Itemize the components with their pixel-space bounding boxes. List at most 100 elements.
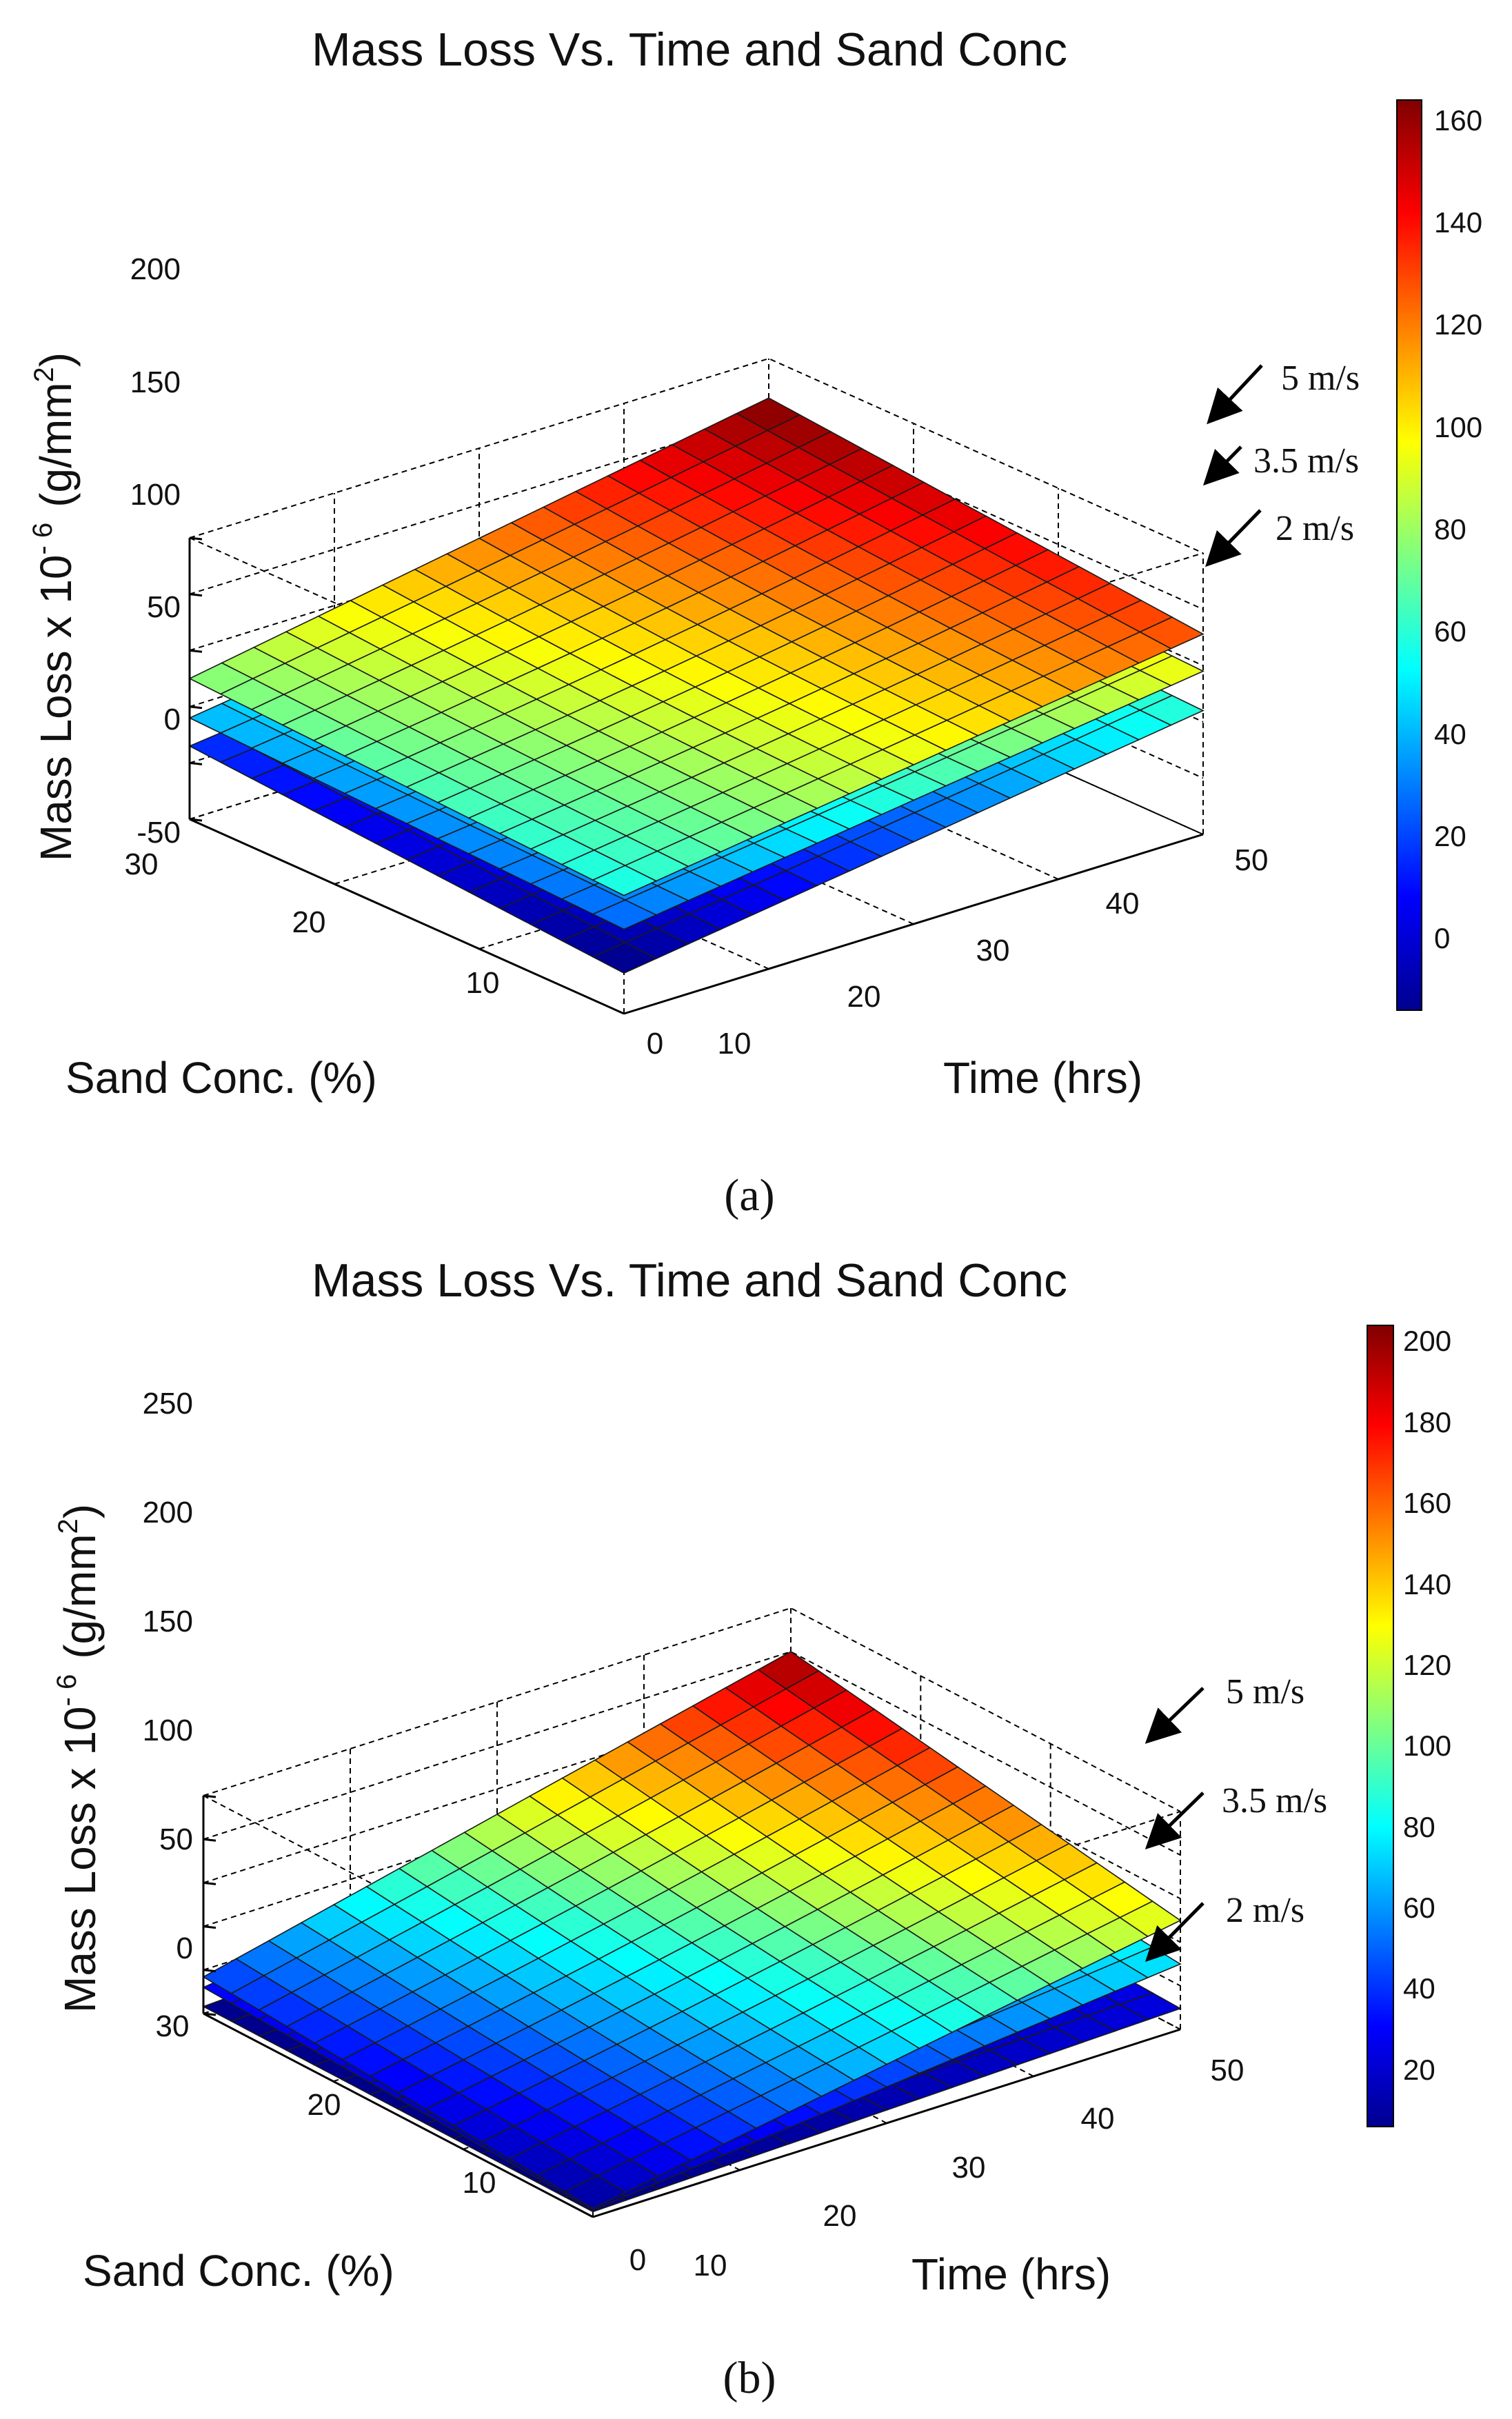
- chart-b-colorbar-tick: 40: [1403, 1972, 1435, 2005]
- chart-b-t-tick: 40: [1081, 2102, 1115, 2136]
- chart-a-t-tick: 40: [1106, 887, 1140, 921]
- chart-a-t-ticks: 10 20 30 40 50: [718, 843, 1269, 1061]
- z-axis-tick-mark: [203, 1925, 216, 1929]
- chart-a-colorbar-tick: 60: [1434, 615, 1466, 648]
- chart-b-z-axis-label: Mass Loss x 10- 6 (g/mm2): [52, 1504, 105, 2013]
- chart-b-t-tick: 50: [1211, 2054, 1244, 2087]
- surface-5ms: [202, 1651, 1182, 2209]
- chart-b-z-label-unit-sup: 2: [53, 1518, 83, 1534]
- chart-b-x-tick: 0: [629, 2243, 646, 2277]
- chart-b-arrow-35ms: [1145, 1791, 1204, 1849]
- chart-b-z-tick: 0: [177, 1931, 193, 1965]
- z-axis-tick-mark: [189, 536, 203, 541]
- panel-a: Mass Loss Vs. Time and Sand Conc -50 0 5…: [28, 23, 1482, 1221]
- chart-a-colorbar-ticks: 0 20 40 60 80 100 120 140 160: [1434, 104, 1482, 954]
- chart-b-colorbar-tick: 200: [1403, 1325, 1451, 1357]
- chart-a-title: Mass Loss Vs. Time and Sand Conc: [312, 23, 1067, 76]
- chart-a-z-tick: 0: [164, 703, 181, 736]
- chart-a-arrow-35ms: [1203, 445, 1242, 486]
- chart-b-colorbar-tick: 80: [1403, 1811, 1435, 1843]
- chart-a-z-label-close: ): [31, 352, 81, 367]
- chart-b-label-35ms: 3.5 m/s: [1222, 1781, 1327, 1820]
- z-axis-tick-mark: [189, 649, 203, 653]
- chart-a-z-tick: 50: [147, 590, 181, 624]
- z-axis-tick-mark: [189, 818, 203, 822]
- z-axis-tick-mark: [203, 1881, 216, 1885]
- chart-a-t-tick: 30: [976, 934, 1010, 967]
- chart-b-x-axis-label: Sand Conc. (%): [83, 2246, 394, 2296]
- chart-a-x-tick: 20: [292, 905, 326, 939]
- chart-b-t-tick: 10: [694, 2249, 727, 2282]
- chart-a-z-tick: 100: [130, 478, 181, 512]
- chart-b-caption: (b): [723, 2353, 776, 2403]
- chart-b-title: Mass Loss Vs. Time and Sand Conc: [312, 1254, 1067, 1307]
- chart-a-x-ticks: 0 10 20 30: [125, 847, 664, 1061]
- chart-a-colorbar-tick: 100: [1434, 411, 1482, 443]
- chart-a-caption: (a): [724, 1170, 774, 1221]
- chart-b-t-ticks: 10 20 30 40 50: [694, 2054, 1244, 2282]
- surface-5ms: [188, 397, 1204, 896]
- chart-a-colorbar-tick: 120: [1434, 308, 1482, 341]
- chart-b-z-tick: 250: [143, 1387, 193, 1421]
- chart-a-colorbar-tick: 80: [1434, 513, 1466, 545]
- chart-a-t-tick: 10: [718, 1027, 752, 1061]
- chart-b-label-2ms: 2 m/s: [1226, 1891, 1304, 1930]
- chart-a-arrow-2ms: [1205, 509, 1262, 568]
- chart-b-z-tick: 150: [143, 1605, 193, 1638]
- chart-a-colorbar-tick: 20: [1434, 820, 1466, 852]
- chart-b-arrow-5ms: [1145, 1687, 1204, 1744]
- chart-a-colorbar-tick: 40: [1434, 718, 1466, 750]
- chart-a-surfaces: [188, 397, 1204, 974]
- chart-a-z-ticks: -50 0 50 100 150 200: [130, 252, 181, 850]
- chart-b-z-label-exp: - 6: [52, 1674, 82, 1707]
- z-axis-tick-mark: [203, 1838, 216, 1842]
- chart-b-colorbar-ticks: 20 40 60 80 100 120 140 160 180 200: [1403, 1325, 1451, 2086]
- surface-patch: [592, 942, 658, 974]
- t-axis-line: [592, 2028, 1181, 2218]
- chart-a-colorbar: [1396, 99, 1422, 1011]
- chart-a-z-label-unit-sup: 2: [29, 367, 59, 382]
- chart-b-colorbar-tick: 120: [1403, 1649, 1451, 1681]
- chart-a-z-axis-label: Mass Loss x 10- 6 (g/mm2): [28, 352, 81, 861]
- chart-b-annotations: 5 m/s 3.5 m/s 2 m/s: [1145, 1672, 1327, 1963]
- chart-b-x-tick: 20: [308, 2088, 341, 2122]
- chart-a-annotations: 5 m/s 3.5 m/s 2 m/s: [1203, 359, 1360, 568]
- chart-b-z-label-close: ): [55, 1504, 105, 1518]
- z-axis-tick-mark: [203, 1969, 216, 1973]
- chart-b-surfaces: [202, 1651, 1182, 2213]
- chart-b-colorbar-tick: 100: [1403, 1729, 1451, 1762]
- chart-b-t-tick: 20: [823, 2199, 857, 2233]
- chart-b-colorbar-tick: 180: [1403, 1406, 1451, 1438]
- z-axis-tick-mark: [189, 761, 203, 765]
- chart-a-x-tick: 30: [125, 847, 159, 881]
- chart-a-colorbar-tick: 140: [1434, 206, 1482, 239]
- surface-patch: [592, 899, 658, 930]
- chart-a-label-2ms: 2 m/s: [1276, 509, 1354, 548]
- panel-b: Mass Loss Vs. Time and Sand Conc 0 50 10…: [52, 1254, 1451, 2403]
- chart-b-z-label-unit: (g/mm: [55, 1534, 105, 1658]
- chart-b-axes: [202, 1794, 1181, 2218]
- chart-b-z-label-main: Mass Loss x 10: [55, 1706, 105, 2013]
- chart-a-x-tick: 10: [466, 966, 500, 1000]
- x-axis-line: [189, 818, 625, 1015]
- chart-a-axes: [188, 536, 1204, 1015]
- chart-b-t-tick: 30: [952, 2151, 986, 2185]
- chart-b-label-5ms: 5 m/s: [1226, 1672, 1304, 1712]
- chart-b-colorbar-tick: 20: [1403, 2054, 1435, 2086]
- surface-patch: [592, 865, 658, 896]
- chart-b-x-tick: 30: [156, 2009, 190, 2043]
- chart-b-t-axis-label: Time (hrs): [911, 2249, 1111, 2299]
- chart-b-z-tick: 100: [143, 1714, 193, 1747]
- chart-b-z-ticks: 0 50 100 150 200 250: [143, 1387, 193, 1965]
- chart-a-z-tick: -50: [137, 816, 181, 850]
- x-axis-line: [203, 2012, 594, 2218]
- chart-b-arrow-2ms: [1145, 1902, 1204, 1963]
- chart-b-colorbar-tick: 60: [1403, 1891, 1435, 1924]
- z-axis-tick-mark: [203, 2012, 216, 2016]
- chart-b-colorbar-tick: 140: [1403, 1568, 1451, 1600]
- chart-b-colorbar-tick: 160: [1403, 1487, 1451, 1519]
- chart-b-colorbar: [1367, 1325, 1394, 2127]
- chart-b-z-tick: 50: [159, 1823, 193, 1856]
- z-axis-tick-mark: [189, 593, 203, 597]
